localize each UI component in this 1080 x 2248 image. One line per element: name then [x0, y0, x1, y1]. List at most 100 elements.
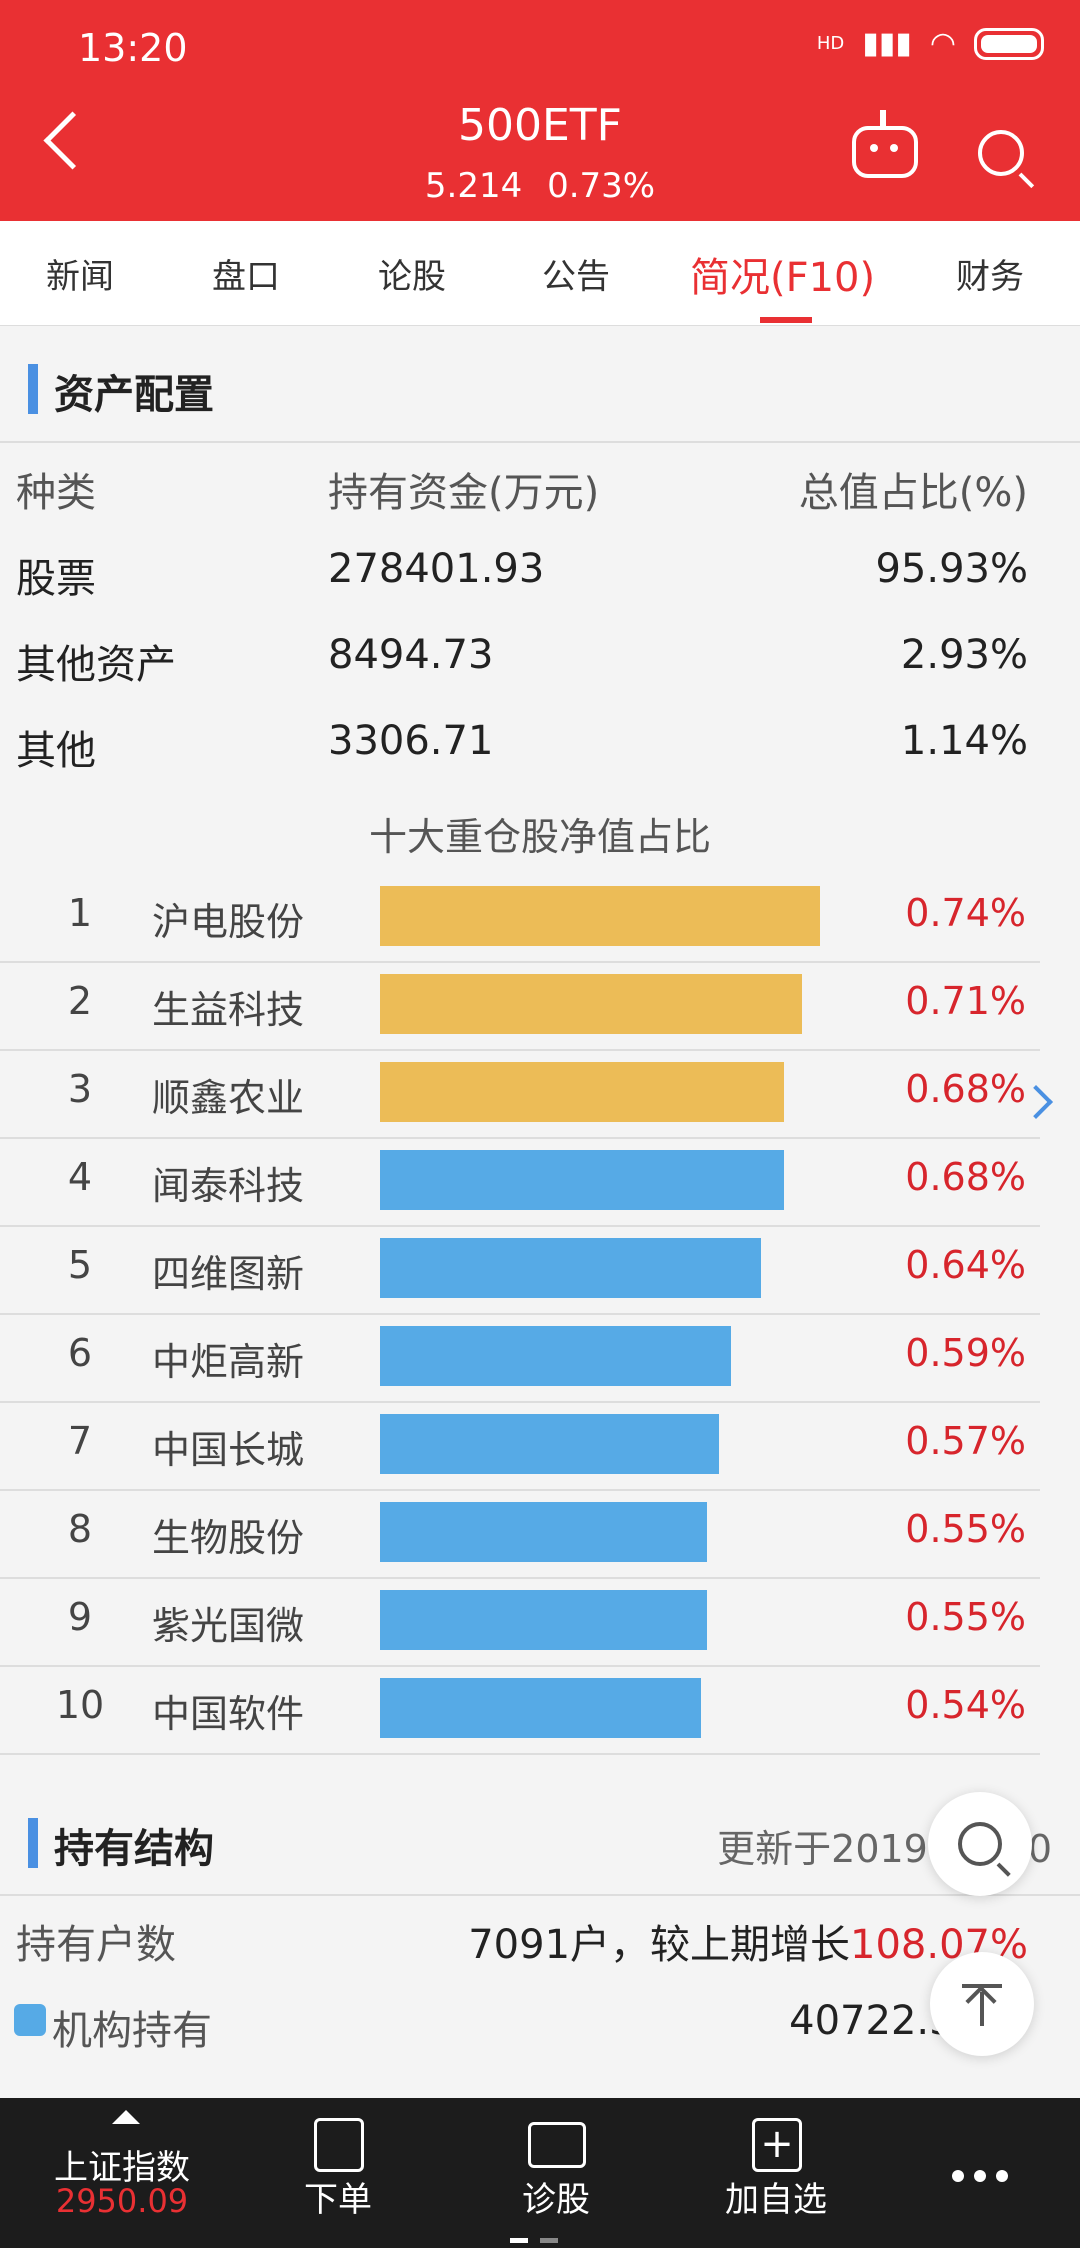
app-header: 13:20 HD ▮▮▮ ◠ 500ETF 5.214 0.73%	[0, 0, 1080, 221]
asset-amount: 8494.73	[328, 632, 494, 678]
table-row[interactable]: 5 四维图新 0.64%	[0, 1225, 1040, 1315]
wifi-icon: ◠	[929, 26, 956, 61]
bar-rank: 6	[67, 1331, 93, 1375]
asset-section-header: 资产配置	[0, 328, 1080, 443]
network-icon: HD	[816, 33, 845, 54]
bar	[380, 1238, 761, 1298]
asset-ratio: 1.14%	[900, 718, 1028, 764]
legend-swatch	[14, 2004, 46, 2036]
nav-label: 下单	[304, 2180, 372, 2220]
tab-discussion[interactable]: 论股	[378, 257, 446, 297]
bar-value-label: 0.74%	[905, 891, 1026, 935]
tab-finance[interactable]: 财务	[956, 257, 1024, 297]
nav-add-watchlist[interactable]: + 加自选	[668, 2098, 884, 2248]
asset-ratio: 2.93%	[900, 632, 1028, 678]
bar-category-label: 中国长城	[152, 1428, 305, 1472]
bar	[380, 974, 802, 1034]
divider	[0, 1894, 1080, 1896]
table-row[interactable]: 9 紫光国微 0.55%	[0, 1577, 1040, 1667]
col-type: 种类	[16, 470, 96, 516]
holders-value: 7091户，较上期增长	[468, 1922, 851, 1968]
bar	[380, 1150, 784, 1210]
bar-category-label: 中国软件	[152, 1692, 305, 1736]
search-icon[interactable]	[978, 130, 1024, 176]
robot-icon[interactable]	[852, 110, 918, 178]
divider	[0, 441, 1080, 443]
bar	[380, 1678, 701, 1738]
tab-quote[interactable]: 盘口	[212, 257, 280, 297]
bar-category-label: 顺鑫农业	[152, 1076, 305, 1120]
bar-value-label: 0.59%	[905, 1331, 1026, 1375]
bar-category-label: 中炬高新	[152, 1340, 305, 1384]
tab-profile[interactable]: 简况(F10)	[690, 255, 876, 301]
table-row[interactable]: 3 顺鑫农业 0.68%	[0, 1049, 1040, 1139]
index-value: 2950.09	[55, 2182, 189, 2220]
nav-diagnose[interactable]: 诊股	[448, 2098, 664, 2248]
asset-type: 其他	[16, 728, 96, 774]
nav-label: 上证指数	[54, 2148, 190, 2188]
section-marker	[28, 1818, 38, 1868]
bar-value-label: 0.64%	[905, 1243, 1026, 1287]
bar-category-label: 闻泰科技	[152, 1164, 305, 1208]
table-row[interactable]: 4 闻泰科技 0.68%	[0, 1137, 1040, 1227]
asset-amount: 3306.71	[328, 718, 494, 764]
more-icon[interactable]	[952, 2170, 1008, 2182]
nav-order[interactable]: 下单	[230, 2098, 446, 2248]
tab-announcement[interactable]: 公告	[542, 257, 610, 297]
table-row[interactable]: 8 生物股份 0.55%	[0, 1489, 1040, 1579]
section-title: 持有结构	[54, 1826, 214, 1872]
bar-value-label: 0.55%	[905, 1507, 1026, 1551]
bar	[380, 1502, 707, 1562]
floating-search-button[interactable]	[928, 1792, 1032, 1896]
bar-value-label: 0.54%	[905, 1683, 1026, 1727]
bar-value-label: 0.71%	[905, 979, 1026, 1023]
nav-index[interactable]: 上证指数 2950.09	[14, 2098, 230, 2248]
bar-category-label: 沪电股份	[152, 900, 305, 944]
nav-label: 加自选	[725, 2180, 827, 2220]
chart-title: 十大重仓股净值占比	[368, 815, 711, 859]
bar-rank: 1	[67, 891, 93, 935]
battery-icon	[974, 27, 1044, 60]
bar-category-label: 生物股份	[152, 1516, 305, 1560]
bar-rank: 5	[67, 1243, 93, 1287]
status-icons: HD ▮▮▮ ◠	[817, 26, 1044, 61]
plus-square-icon: +	[752, 2118, 802, 2172]
col-ratio: 总值占比(%)	[798, 470, 1028, 516]
page-title: 500ETF	[458, 100, 622, 151]
bar	[380, 886, 820, 946]
search-icon	[958, 1822, 1002, 1866]
bar	[380, 1590, 707, 1650]
holding-section-header: 持有结构 更新于2019-06-30	[0, 1782, 1080, 1897]
bar	[380, 1326, 731, 1386]
table-row[interactable]: 1 沪电股份 0.74%	[0, 873, 1040, 963]
table-row[interactable]: 2 生益科技 0.71%	[0, 961, 1040, 1051]
bar-value-label: 0.55%	[905, 1595, 1026, 1639]
bar-rank: 9	[67, 1595, 93, 1639]
bar-value-label: 0.68%	[905, 1067, 1026, 1111]
bar-rank: 3	[67, 1067, 93, 1111]
table-row[interactable]: 6 中炬高新 0.59%	[0, 1313, 1040, 1403]
scroll-top-button[interactable]	[930, 1952, 1034, 2056]
bar-rank: 4	[67, 1155, 93, 1199]
table-row[interactable]: 7 中国长城 0.57%	[0, 1401, 1040, 1491]
holders-label: 持有户数	[16, 1922, 176, 1968]
tab-bar: 新闻 盘口 论股 公告 简况(F10) 财务	[0, 221, 1080, 326]
table-row[interactable]: 10 中国软件 0.54%	[0, 1665, 1040, 1755]
page-indicator	[510, 2238, 558, 2243]
status-time: 13:20	[78, 26, 188, 70]
bar-rank: 7	[67, 1419, 93, 1463]
asset-type: 股票	[16, 556, 96, 602]
tab-news[interactable]: 新闻	[46, 257, 114, 297]
price-line: 5.214 0.73%	[0, 166, 1080, 206]
active-tab-indicator	[760, 317, 812, 323]
nav-label: 诊股	[522, 2180, 590, 2220]
section-title: 资产配置	[54, 372, 214, 418]
institution-label: 机构持有	[52, 2008, 212, 2054]
medical-kit-icon	[528, 2122, 586, 2168]
bar-value-label: 0.57%	[905, 1419, 1026, 1463]
bar-category-label: 紫光国微	[152, 1604, 305, 1648]
section-marker	[28, 364, 38, 414]
col-amount: 持有资金(万元)	[328, 470, 600, 516]
bar-value-label: 0.68%	[905, 1155, 1026, 1199]
asset-ratio: 95.93%	[875, 546, 1028, 592]
